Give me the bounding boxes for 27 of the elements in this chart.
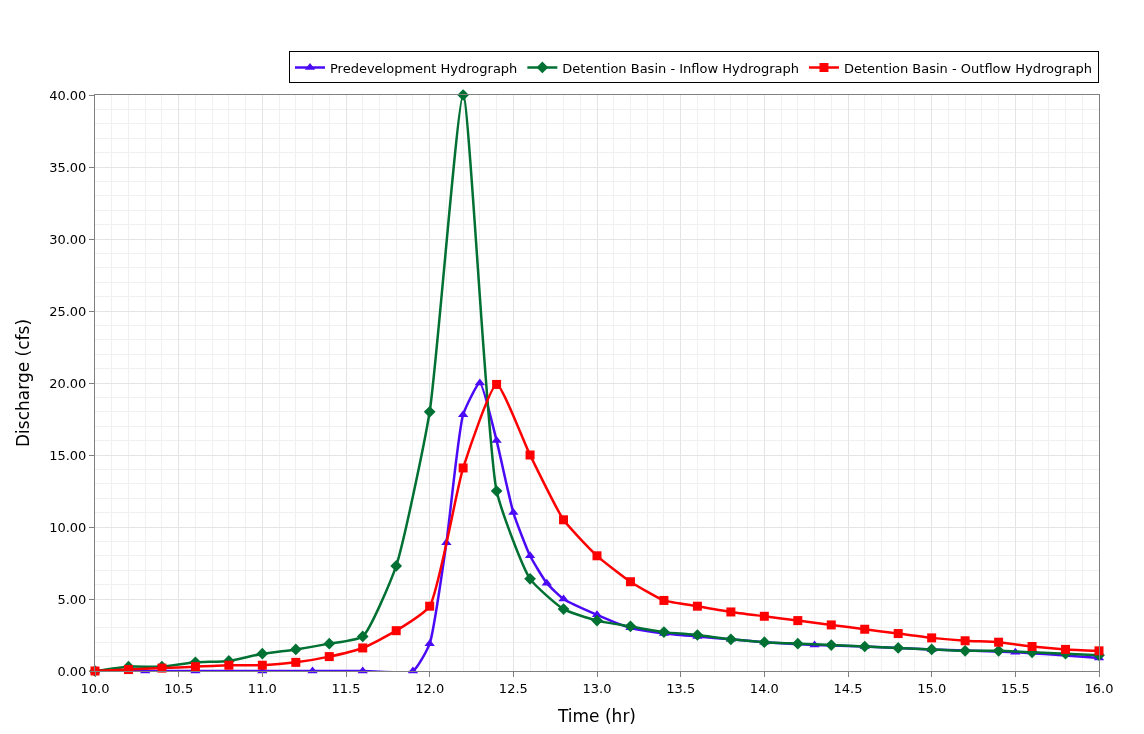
x-tick-label: 15.5: [1000, 680, 1030, 696]
x-tick-label: 13.0: [582, 680, 612, 696]
x-tick-label: 10.5: [164, 680, 194, 696]
y-tick-label: 30.00: [49, 231, 87, 247]
y-tick-label: 0.00: [57, 663, 87, 679]
x-axis-title: Time (hr): [556, 706, 637, 726]
x-tick-label: 11.5: [331, 680, 361, 696]
x-tick-label: 12.5: [498, 680, 528, 696]
legend-label: Detention Basin - Outflow Hydrograph: [843, 60, 1093, 76]
y-tick-label: 5.00: [57, 591, 87, 607]
x-tick-label: 11.0: [247, 680, 277, 696]
y-tick-label: 20.00: [49, 375, 87, 391]
y-tick-label: 35.00: [49, 159, 87, 175]
x-tick-label: 16.0: [1084, 680, 1114, 696]
x-tick-label: 14.0: [749, 680, 779, 696]
x-tick-label: 13.5: [666, 680, 696, 696]
x-tick-label: 14.5: [833, 680, 863, 696]
y-tick-label: 10.00: [49, 519, 87, 535]
x-tick-label: 10.0: [80, 680, 110, 696]
x-tick-label: 12.0: [415, 680, 445, 696]
y-tick-label: 40.00: [49, 87, 87, 103]
y-tick-label: 25.00: [49, 303, 87, 319]
y-axis-title: Discharge (cfs): [12, 318, 33, 448]
y-tick-label: 15.00: [49, 447, 87, 463]
legend-label: Detention Basin - Inflow Hydrograph: [562, 60, 799, 76]
x-tick-label: 15.0: [917, 680, 947, 696]
legend-label: Predevelopment Hydrograph: [330, 60, 518, 76]
